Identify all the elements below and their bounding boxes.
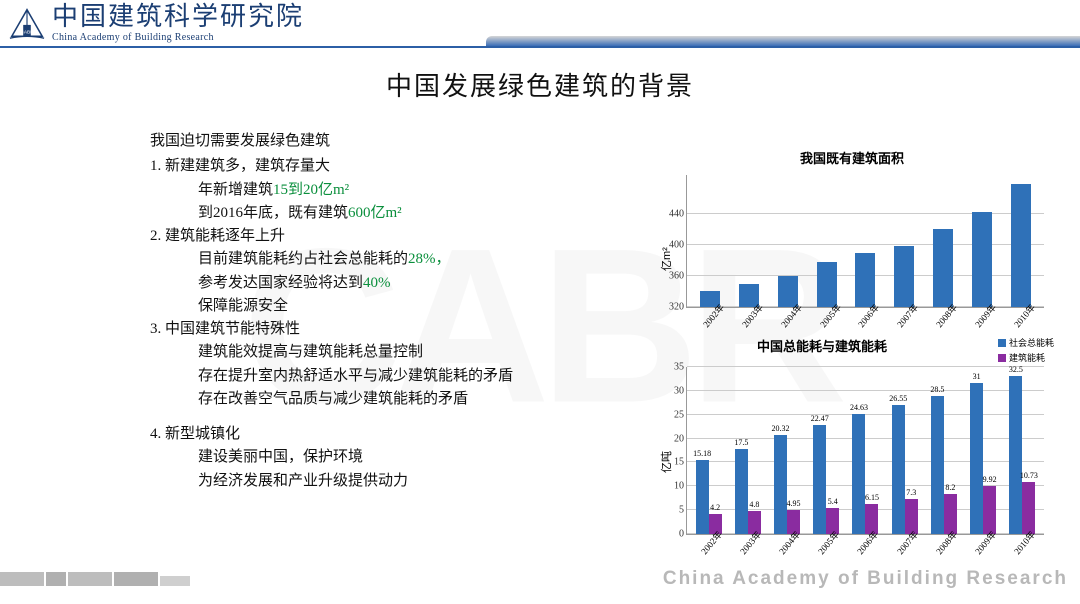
charts: 我国既有建筑面积 亿m² 3203604004402002年2003年2004年…	[648, 148, 1056, 563]
body-text: 我国迫切需要发展绿色建筑1. 新建建筑多，建筑存量大年新增建筑15到20亿m²到…	[150, 130, 650, 493]
chart1-bar	[933, 229, 953, 307]
body-item: 3. 中国建筑节能特殊性	[150, 318, 650, 341]
chart2-value-label: 15.18	[693, 449, 711, 458]
chart2-value-label: 7.3	[906, 488, 916, 497]
chart1-ytick: 440	[669, 208, 687, 219]
chart2-value-label: 32.5	[1009, 365, 1023, 374]
org-logo: CABR	[8, 4, 46, 42]
chart2-value-label: 9.92	[983, 475, 997, 484]
chart1-bar	[972, 212, 992, 307]
chart2-bar	[1009, 376, 1022, 534]
chart2-value-label: 17.5	[734, 438, 748, 447]
chart2-ytick: 15	[674, 457, 687, 468]
chart1-ylabel: 亿m²	[658, 247, 674, 271]
footer-block	[46, 572, 66, 586]
chart2-value-label: 4.8	[749, 500, 759, 509]
chart2-value-label: 24.63	[850, 403, 868, 412]
chart2-value-label: 4.2	[710, 503, 720, 512]
chart2-bar	[813, 425, 826, 534]
footer-block	[114, 572, 158, 586]
chart2-bar	[852, 414, 865, 534]
body-sub: 参考发达国家经验将达到40%	[150, 272, 650, 295]
org-name-en: China Academy of Building Research	[52, 32, 304, 43]
svg-text:CABR: CABR	[20, 29, 34, 35]
chart2-value-label: 31	[973, 372, 981, 381]
footer-brand: China Academy of Building Research	[663, 568, 1068, 590]
chart2-bar	[735, 449, 748, 534]
chart2-value-label: 10.73	[1020, 471, 1038, 480]
body-item: 1. 新建建筑多，建筑存量大	[150, 155, 650, 178]
chart2-bar	[931, 396, 944, 534]
chart2-bar	[970, 383, 983, 534]
chart2-ytick: 0	[679, 529, 687, 540]
slide-title: 中国发展绿色建筑的背景	[0, 66, 1080, 103]
body-item: 2. 建筑能耗逐年上升	[150, 225, 650, 248]
body-sub: 目前建筑能耗约占社会总能耗的28%，	[150, 248, 650, 271]
footer-block	[0, 572, 44, 586]
chart2-value-label: 6.15	[865, 493, 879, 502]
chart2-ytick: 20	[674, 433, 687, 444]
chart2-legend: 社会总能耗建筑能耗	[998, 336, 1054, 366]
chart1-bar	[855, 253, 875, 307]
body-sub: 存在改善空气品质与减少建筑能耗的矛盾	[150, 388, 650, 411]
chart2: 亿吨 0510152025303515.184.22002年17.54.8200…	[648, 363, 1056, 563]
chart1: 亿m² 3203604004402002年2003年2004年2005年2006…	[648, 171, 1056, 336]
chart2-value-label: 8.2	[945, 483, 955, 492]
footer-block	[160, 576, 190, 586]
chart2-bar	[696, 460, 709, 534]
chart2-bar	[983, 486, 996, 534]
chart2-title: 中国总能耗与建筑能耗	[648, 336, 1056, 355]
chart2-ylabel: 亿吨	[658, 451, 674, 473]
chart1-ytick: 360	[669, 270, 687, 281]
chart1-ytick: 320	[669, 302, 687, 313]
legend-item: 社会总能耗	[998, 336, 1054, 349]
chart1-bar	[894, 246, 914, 307]
chart2-ytick: 5	[679, 505, 687, 516]
body-sub: 保障能源安全	[150, 295, 650, 318]
footer-block	[68, 572, 112, 586]
chart2-ytick: 25	[674, 409, 687, 420]
chart2-value-label: 4.95	[787, 499, 801, 508]
body-sub: 为经济发展和产业升级提供动力	[150, 470, 650, 493]
chart2-value-label: 5.4	[828, 497, 838, 506]
chart2-bar	[774, 435, 787, 534]
chart2-ytick: 10	[674, 481, 687, 492]
chart2-ytick: 30	[674, 385, 687, 396]
body-item: 4. 新型城镇化	[150, 423, 650, 446]
body-sub: 存在提升室内热舒适水平与减少建筑能耗的矛盾	[150, 365, 650, 388]
body-sub: 建设美丽中国，保护环境	[150, 446, 650, 469]
body-sub: 年新增建筑15到20亿m²	[150, 179, 650, 202]
chart1-title: 我国既有建筑面积	[648, 148, 1056, 167]
chart2-bar	[1022, 482, 1035, 534]
footer: China Academy of Building Research	[0, 562, 1080, 604]
chart2-value-label: 26.55	[889, 394, 907, 403]
header: CABR 中国建筑科学研究院 China Academy of Building…	[0, 0, 1080, 48]
org-name-cn: 中国建筑科学研究院	[52, 4, 304, 30]
chart2-value-label: 20.32	[772, 424, 790, 433]
chart2-value-label: 28.5	[930, 385, 944, 394]
chart1-bar	[1011, 184, 1031, 307]
body-sub: 建筑能效提高与建筑能耗总量控制	[150, 341, 650, 364]
body-lead: 我国迫切需要发展绿色建筑	[150, 130, 650, 153]
chart2-bar	[892, 405, 905, 534]
chart1-ytick: 400	[669, 239, 687, 250]
footer-blocks	[0, 572, 190, 586]
body-sub: 到2016年底，既有建筑600亿m²	[150, 202, 650, 225]
chart2-ytick: 35	[674, 362, 687, 373]
chart2-value-label: 22.47	[811, 414, 829, 423]
